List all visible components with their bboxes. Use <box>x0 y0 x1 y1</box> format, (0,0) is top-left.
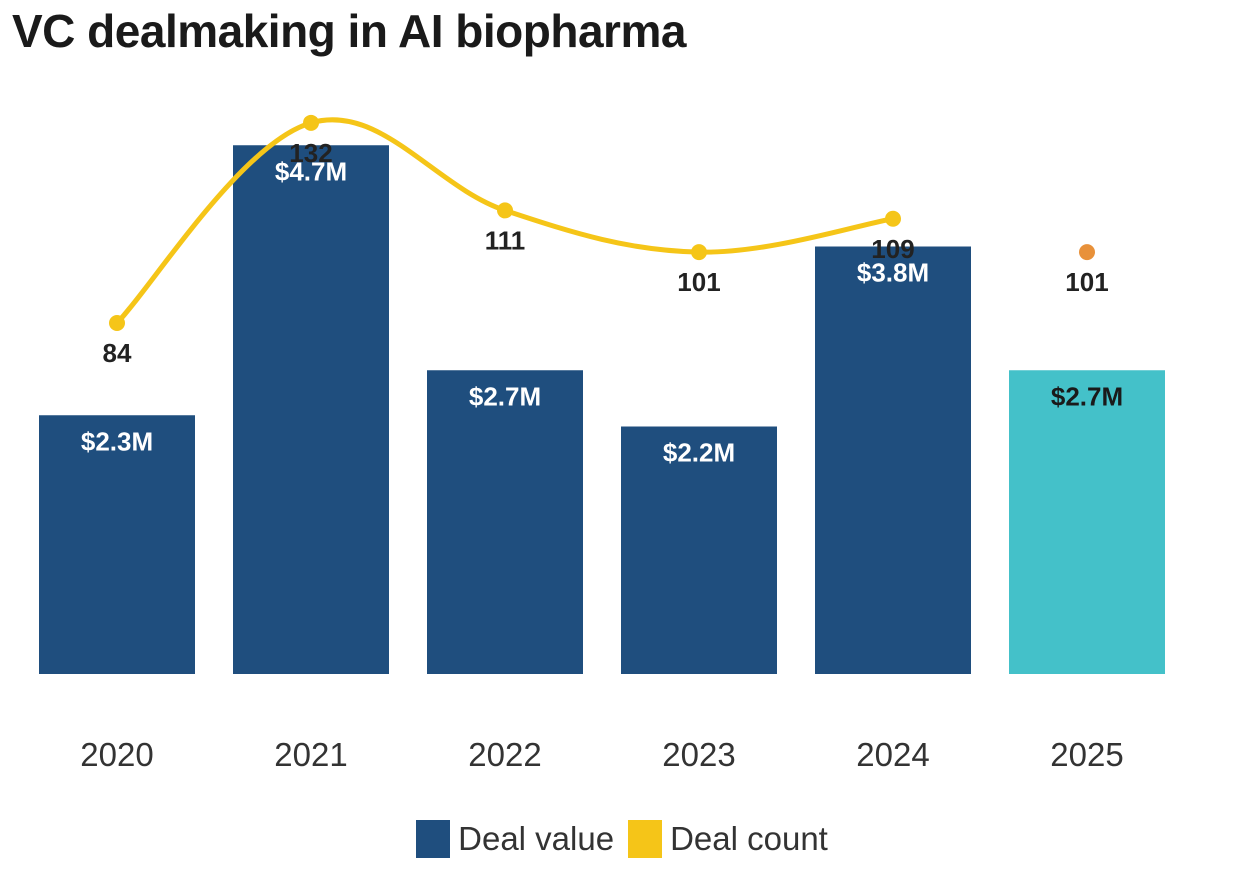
x-tick-label-2022: 2022 <box>468 736 541 773</box>
legend-item-deal-count: Deal count <box>628 820 828 858</box>
point-deal-count-2025 <box>1079 244 1095 261</box>
legend-item-deal-value: Deal value <box>416 820 614 858</box>
label-deal-count-2021: 132 <box>289 138 332 168</box>
legend-label-deal-count: Deal count <box>670 820 828 857</box>
x-tick-label-2023: 2023 <box>662 736 735 773</box>
chart-legend: Deal value Deal count <box>0 820 1244 858</box>
point-deal-count-2024 <box>885 210 901 227</box>
point-deal-count-2020 <box>109 315 125 331</box>
legend-swatch-deal-value <box>416 820 451 858</box>
label-deal-count-2022: 111 <box>485 225 526 255</box>
point-deal-count-2021 <box>303 114 319 131</box>
bar-deal-value-2020 <box>39 415 195 674</box>
label-deal-value-2025: $2.7M <box>1051 381 1123 411</box>
label-deal-count-2023: 101 <box>677 267 720 297</box>
bar-deal-value-2021 <box>233 145 389 674</box>
label-deal-value-2024: $3.8M <box>857 258 929 288</box>
label-deal-count-2020: 84 <box>103 338 132 368</box>
label-deal-value-2022: $2.7M <box>469 381 541 411</box>
point-deal-count-2023 <box>691 244 707 261</box>
x-tick-label-2020: 2020 <box>80 736 153 773</box>
x-tick-label-2025: 2025 <box>1050 736 1123 773</box>
bar-deal-value-2024 <box>815 246 971 674</box>
label-deal-value-2023: $2.2M <box>663 438 735 468</box>
label-deal-value-2020: $2.3M <box>81 426 153 456</box>
label-deal-count-2024: 109 <box>871 234 914 264</box>
line-deal-count <box>114 117 896 326</box>
label-deal-count-2025: 101 <box>1065 267 1108 297</box>
x-tick-label-2024: 2024 <box>856 736 929 773</box>
x-tick-label-2021: 2021 <box>274 736 347 773</box>
chart-title: VC dealmaking in AI biopharma <box>12 5 686 57</box>
label-deal-value-2021: $4.7M <box>275 156 347 186</box>
legend-label-deal-value: Deal value <box>458 820 615 857</box>
point-deal-count-2022 <box>497 202 513 219</box>
bar-deal-value-2025 <box>1009 370 1165 674</box>
legend-swatch-deal-count <box>628 820 663 858</box>
bar-deal-value-2022 <box>427 370 583 674</box>
bar-deal-value-2023 <box>621 426 777 674</box>
